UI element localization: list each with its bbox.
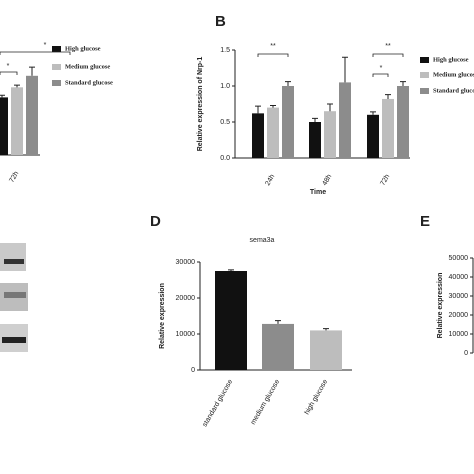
legend-swatch — [52, 46, 61, 52]
legend-label: High glucose — [65, 45, 101, 52]
x-tick-label: 48h — [321, 173, 333, 187]
significance-bracket — [0, 51, 71, 55]
y-tick-label: 1.0 — [220, 83, 230, 90]
y-tick-label: 10000 — [176, 331, 196, 338]
bar — [367, 114, 379, 158]
y-tick-label: 20000 — [449, 312, 469, 319]
legend-label: Standard glucose — [65, 79, 113, 86]
error-bar — [270, 104, 276, 108]
bar — [382, 98, 394, 158]
error-bar — [0, 94, 5, 98]
y-tick-label: 30000 — [176, 259, 196, 266]
bar — [262, 323, 294, 370]
error-bar — [255, 105, 261, 114]
legend-label: Medium glucose — [433, 71, 474, 78]
x-tick-label: 24h — [264, 173, 276, 187]
error-bar — [400, 81, 406, 86]
significance-label: * — [380, 65, 383, 72]
chart-title: sema3a — [250, 237, 275, 244]
error-bar — [385, 94, 391, 99]
bar — [267, 107, 279, 158]
error-bar — [228, 269, 234, 271]
y-axis-label: Relative expression — [159, 283, 166, 349]
legend-label: Standard glucose — [433, 87, 474, 94]
y-tick-label: 0.5 — [220, 119, 230, 126]
error-bar — [29, 66, 35, 76]
bar — [339, 82, 351, 158]
bar — [26, 75, 38, 155]
panel-label: B — [215, 13, 226, 30]
significance-label: ** — [270, 43, 276, 50]
y-tick-label: 0 — [464, 350, 468, 357]
x-tick-label: high glucose — [304, 378, 330, 416]
x-tick-label: standard glucose — [202, 378, 235, 428]
y-axis-label: Relative expression — [437, 273, 444, 339]
bar — [215, 271, 247, 370]
bar — [310, 330, 342, 370]
blot-panel — [0, 243, 28, 352]
y-tick-label: 50000 — [449, 255, 469, 262]
significance-bracket — [372, 53, 404, 57]
y-tick-label: 40000 — [449, 274, 469, 281]
legend-label: High glucose — [433, 56, 469, 63]
error-bar — [312, 117, 318, 122]
bar — [0, 97, 8, 155]
panel-label: D — [150, 213, 161, 230]
significance-label: * — [44, 42, 47, 49]
y-tick-label: 1.5 — [220, 47, 230, 54]
significance-bracket — [0, 71, 18, 75]
legend-swatch — [420, 72, 429, 78]
bar — [252, 113, 264, 158]
error-bar — [342, 56, 348, 83]
error-bar — [285, 81, 291, 86]
y-tick-label: 10000 — [449, 331, 469, 338]
x-tick-label: 72h — [379, 173, 391, 187]
bar — [397, 86, 409, 158]
y-tick-label: 30000 — [449, 293, 469, 300]
bar — [324, 111, 336, 158]
y-tick-label: 20000 — [176, 295, 196, 302]
significance-bracket — [257, 53, 289, 57]
legend-label: Medium glucose — [65, 63, 110, 70]
legend-swatch — [420, 88, 429, 94]
legend-swatch — [420, 57, 429, 63]
bar — [309, 122, 321, 158]
significance-label: * — [7, 63, 10, 70]
x-tick-label: medium glucose — [250, 378, 282, 426]
y-axis-label: Relative expression of Nrp-1 — [197, 57, 204, 152]
significance-label: ** — [385, 43, 391, 50]
error-bar — [370, 111, 376, 115]
x-tick-label: 72h — [8, 170, 20, 184]
x-axis-label: Time — [310, 189, 326, 196]
error-bar — [14, 84, 20, 88]
panel-label: E — [420, 213, 430, 230]
legend-swatch — [52, 64, 61, 70]
bar — [11, 87, 23, 155]
error-bar — [323, 328, 329, 331]
significance-bracket — [372, 73, 389, 77]
error-bar — [275, 320, 281, 324]
y-tick-label: 0.0 — [220, 155, 230, 162]
bar — [282, 86, 294, 158]
error-bar — [327, 103, 333, 112]
y-tick-label: 0 — [191, 367, 195, 374]
legend-swatch — [52, 80, 61, 86]
